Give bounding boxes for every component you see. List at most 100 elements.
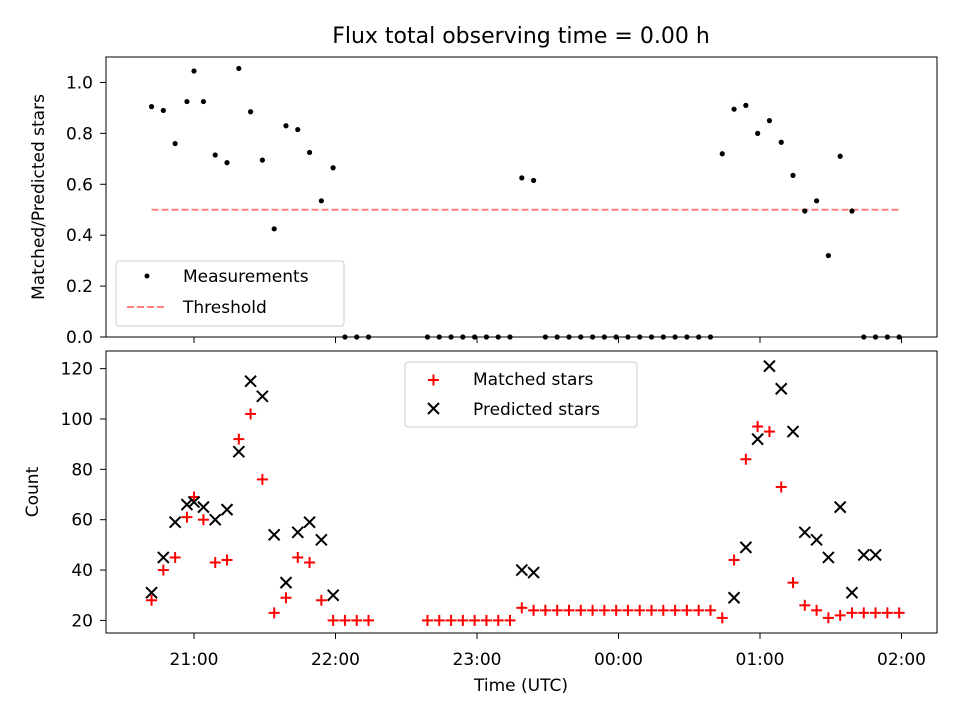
bottom-y-tick-label: 20 bbox=[71, 611, 93, 631]
x-tick-label: 00:00 bbox=[594, 650, 643, 670]
predicted-star-point bbox=[303, 516, 316, 529]
measurement-point bbox=[330, 165, 336, 171]
matched-star-point bbox=[421, 614, 433, 626]
top-y-ticks: 0.0 0.2 0.4 0.6 0.8 1.0 bbox=[66, 73, 106, 348]
predicted-star-point bbox=[180, 498, 194, 511]
measurement-point bbox=[259, 157, 265, 163]
matched-star-point bbox=[834, 609, 846, 621]
measurement-point bbox=[802, 208, 808, 214]
matched-star-point bbox=[622, 604, 634, 616]
matched-star-point bbox=[268, 607, 280, 619]
measurement-point bbox=[224, 160, 230, 166]
matched-star-point bbox=[292, 551, 304, 563]
matched-star-point bbox=[693, 604, 705, 616]
predicted-star-point bbox=[256, 390, 269, 403]
measurement-point bbox=[318, 198, 324, 204]
bottom-y-axis-label: Count bbox=[23, 466, 43, 517]
measurement-point bbox=[148, 104, 155, 110]
predicted-star-point bbox=[291, 526, 304, 539]
matched-star-point bbox=[811, 604, 823, 616]
matched-star-point bbox=[327, 614, 339, 626]
matched-star-point bbox=[799, 599, 811, 611]
matched-star-point bbox=[657, 604, 669, 616]
predicted-star-point bbox=[739, 541, 753, 554]
predicted-star-point bbox=[279, 576, 293, 589]
x-tick-label: 22:00 bbox=[311, 650, 360, 670]
measurement-point bbox=[212, 152, 218, 158]
predicted-star-point bbox=[187, 495, 201, 509]
bottom-legend: Matched stars Predicted stars bbox=[404, 361, 638, 428]
predicted-star-point bbox=[775, 382, 788, 395]
bottom-y-tick-label: 60 bbox=[71, 511, 93, 531]
x-tick-label: 21:00 bbox=[170, 650, 219, 670]
measurement-point bbox=[766, 118, 773, 124]
matched-star-point bbox=[787, 577, 799, 589]
x-tick-label: 02:00 bbox=[877, 650, 926, 670]
matched-star-point bbox=[480, 614, 492, 626]
measurement-point bbox=[837, 153, 843, 159]
matched-star-point bbox=[551, 604, 563, 616]
bottom-y-tick-label: 80 bbox=[71, 460, 93, 480]
top-y-tick-label: 0.6 bbox=[66, 175, 93, 195]
matched-star-point bbox=[146, 594, 158, 606]
x-tick-label: 23:00 bbox=[453, 650, 502, 670]
measurement-point bbox=[755, 130, 761, 136]
matched-star-point bbox=[233, 433, 245, 445]
matched-star-point bbox=[822, 612, 834, 624]
legend-marker-predicted bbox=[427, 402, 440, 415]
bottom-y-tick-label: 120 bbox=[61, 360, 93, 380]
top-y-axis-label: Matched/Predicted stars bbox=[29, 94, 49, 300]
measurement-point bbox=[731, 106, 737, 112]
matched-star-point bbox=[351, 614, 363, 626]
matched-star-point bbox=[539, 604, 551, 616]
measurement-point bbox=[184, 98, 190, 105]
matched-star-point bbox=[881, 607, 893, 619]
top-y-tick-label: 0.4 bbox=[66, 226, 93, 246]
predicted-star-point bbox=[527, 566, 540, 579]
matched-star-point bbox=[221, 554, 233, 566]
matched-star-point bbox=[598, 604, 610, 616]
predicted-star-point bbox=[857, 548, 870, 562]
matched-star-point bbox=[669, 604, 681, 616]
matched-star-point bbox=[763, 426, 775, 438]
predicted-star-point bbox=[168, 516, 182, 529]
matched-star-point bbox=[181, 511, 193, 523]
predicted-star-point bbox=[833, 500, 847, 514]
predicted-star-point bbox=[786, 425, 800, 438]
measurement-point bbox=[814, 198, 820, 204]
top-legend-box bbox=[115, 260, 345, 327]
measurement-point bbox=[719, 151, 725, 157]
legend-marker-measurements bbox=[144, 273, 150, 279]
measurement-point bbox=[849, 208, 855, 214]
predicted-star-point bbox=[326, 589, 340, 602]
top-y-tick-label: 0.0 bbox=[66, 328, 93, 348]
matched-star-point bbox=[704, 604, 716, 616]
bottom-y-ticks: 20 40 60 80 100 120 bbox=[61, 360, 106, 631]
matched-star-point bbox=[445, 614, 457, 626]
predicted-star-point bbox=[267, 528, 281, 542]
top-legend: Measurements Threshold bbox=[115, 260, 345, 327]
legend-label-matched: Matched stars bbox=[473, 370, 593, 390]
measurement-point bbox=[248, 109, 254, 115]
matched-star-point bbox=[634, 604, 646, 616]
measurement-point bbox=[271, 226, 277, 232]
matched-star-point bbox=[433, 614, 445, 626]
matched-star-point bbox=[245, 408, 257, 420]
measurement-point bbox=[306, 149, 313, 156]
matched-star-point bbox=[197, 514, 209, 526]
matched-star-point bbox=[775, 481, 787, 493]
predicted-star-point bbox=[209, 513, 222, 526]
predicted-star-point bbox=[845, 586, 859, 599]
matched-star-point bbox=[563, 604, 575, 616]
measurement-point bbox=[825, 252, 831, 259]
matched-star-point bbox=[469, 614, 481, 626]
matched-star-point bbox=[457, 614, 469, 626]
bottom-axes-frame bbox=[105, 350, 938, 634]
matched-star-point bbox=[740, 453, 752, 465]
matched-star-point bbox=[846, 607, 858, 619]
predicted-star-point bbox=[315, 533, 328, 547]
matched-star-point bbox=[256, 473, 268, 485]
measurement-point bbox=[531, 177, 537, 184]
measurement-point bbox=[743, 102, 749, 108]
